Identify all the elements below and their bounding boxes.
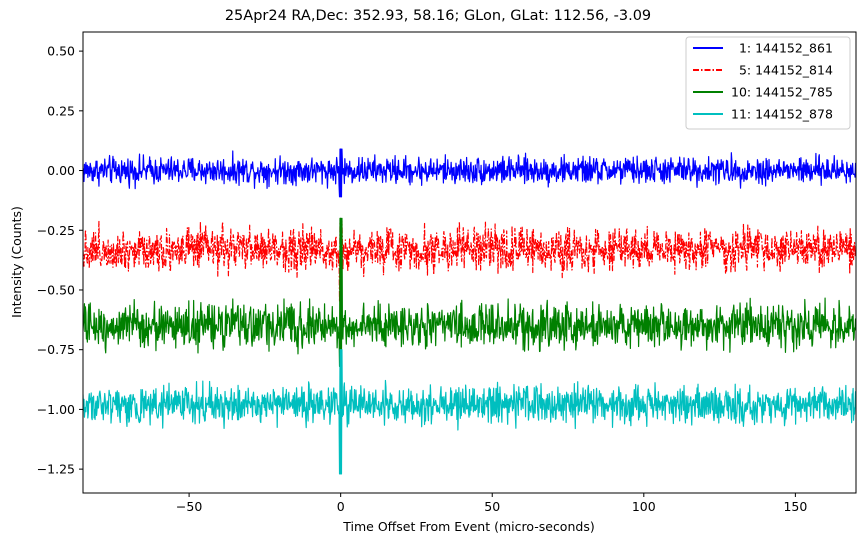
series-line-3: [83, 217, 856, 367]
legend-label: 1: 144152_861: [731, 41, 833, 56]
series-line-1: [83, 148, 856, 198]
y-tick-label: −1.25: [37, 462, 75, 477]
y-axis: 0.50 0.25 0.00 −0.25 −0.50 −0.75 −1.00 −1.25: [37, 44, 83, 477]
x-axis: −50 0 50 100 150: [176, 493, 807, 514]
legend-label: 10: 144152_785: [731, 85, 833, 100]
plot-frame: [82, 31, 857, 494]
y-axis-label: Intensity (Counts): [9, 206, 24, 318]
x-tick-label: 50: [484, 499, 500, 514]
y-tick-label: 0.50: [47, 44, 75, 59]
legend: 1: 144152_861 5: 144152_814 10: 144152_78…: [685, 36, 851, 130]
chart-title: 25Apr24 RA,Dec: 352.93, 58.16; GLon, GLa…: [225, 8, 651, 24]
y-tick-label: 0.25: [47, 103, 75, 118]
x-axis-label: Time Offset From Event (micro-seconds): [342, 519, 594, 534]
series-line-4: [83, 349, 856, 475]
x-tick-label: 0: [337, 499, 345, 514]
x-tick-label: 150: [783, 499, 807, 514]
series-line-2: [83, 220, 856, 303]
legend-label: 5: 144152_814: [731, 63, 833, 78]
x-tick-label: 100: [632, 499, 656, 514]
series-layer: [83, 148, 856, 475]
legend-label: 11: 144152_878: [731, 107, 833, 122]
y-tick-label: 0.00: [47, 163, 75, 178]
y-tick-label: −0.50: [37, 282, 75, 297]
legend-entries: 1: 144152_861 5: 144152_814 10: 144152_78…: [693, 41, 833, 122]
y-tick-label: −1.00: [37, 402, 75, 417]
x-tick-label: −50: [176, 499, 202, 514]
y-tick-label: −0.25: [37, 223, 75, 238]
legend-box: [685, 36, 851, 130]
y-tick-label: −0.75: [37, 342, 75, 357]
